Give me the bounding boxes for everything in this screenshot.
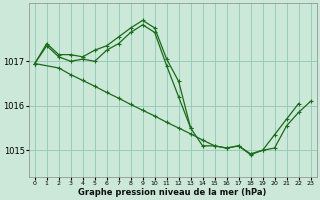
X-axis label: Graphe pression niveau de la mer (hPa): Graphe pression niveau de la mer (hPa): [78, 188, 267, 197]
